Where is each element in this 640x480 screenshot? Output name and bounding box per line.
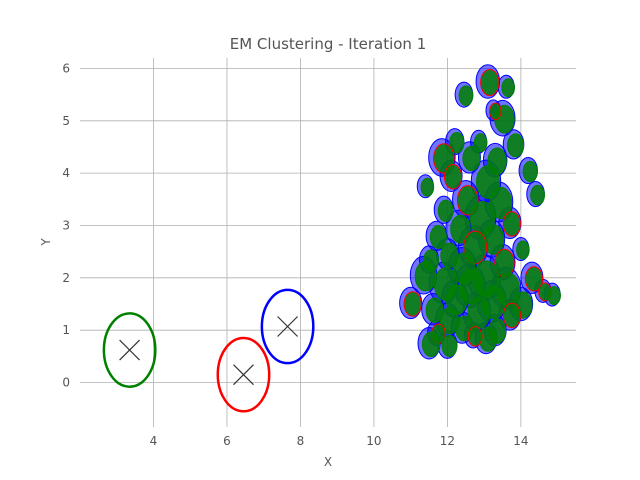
y-tick-label: 6: [62, 61, 70, 75]
data-point: [480, 68, 500, 97]
x-tick-label: 14: [513, 434, 528, 448]
data-point: [522, 160, 538, 183]
data-point: [473, 133, 488, 153]
data-points: [399, 64, 561, 360]
y-axis-label: Y: [39, 238, 53, 247]
data-point: [516, 240, 530, 260]
y-tick-label: 5: [62, 114, 70, 128]
x-tick-label: 12: [440, 434, 455, 448]
data-point: [421, 331, 441, 358]
data-point: [502, 302, 521, 329]
x-axis-label: X: [324, 455, 332, 469]
y-tick-label: 4: [62, 166, 70, 180]
data-point: [501, 78, 515, 98]
component-mean-marker: [119, 339, 141, 361]
chart-title: EM Clustering - Iteration 1: [230, 35, 427, 53]
cluster-components: [102, 288, 315, 413]
component-ellipse: [216, 336, 271, 413]
data-point: [530, 184, 545, 206]
data-point: [429, 225, 447, 249]
data-point: [467, 326, 483, 347]
x-tick-label: 6: [223, 434, 231, 448]
data-point: [449, 132, 465, 154]
y-tick-label: 1: [62, 323, 70, 337]
data-point: [502, 211, 521, 237]
data-point: [489, 102, 502, 121]
x-tick-label: 4: [150, 434, 158, 448]
data-point: [476, 165, 500, 199]
component-ellipse: [260, 288, 315, 365]
data-point: [403, 291, 422, 317]
data-point: [547, 286, 561, 306]
component-mean-marker: [277, 316, 299, 337]
component-ellipse: [102, 312, 157, 388]
data-point: [443, 164, 463, 190]
component-mean-marker: [233, 364, 254, 386]
x-tick-label: 10: [366, 434, 381, 448]
data-point: [450, 214, 471, 244]
x-tick-label: 8: [297, 434, 305, 448]
y-tick-labels: 0 1 2 3 4 5 6: [62, 61, 70, 389]
x-tick-labels: 4 6 8 10 12 14: [150, 434, 529, 448]
data-point: [489, 186, 513, 219]
y-tick-label: 0: [62, 376, 70, 390]
y-tick-label: 3: [62, 218, 70, 232]
data-point: [437, 199, 454, 222]
y-tick-label: 2: [62, 271, 70, 285]
data-point: [458, 85, 474, 106]
data-point: [420, 177, 435, 197]
data-point: [414, 261, 437, 292]
data-point: [462, 145, 481, 172]
data-point: [507, 133, 525, 158]
data-point: [441, 334, 458, 357]
data-point: [524, 266, 544, 292]
